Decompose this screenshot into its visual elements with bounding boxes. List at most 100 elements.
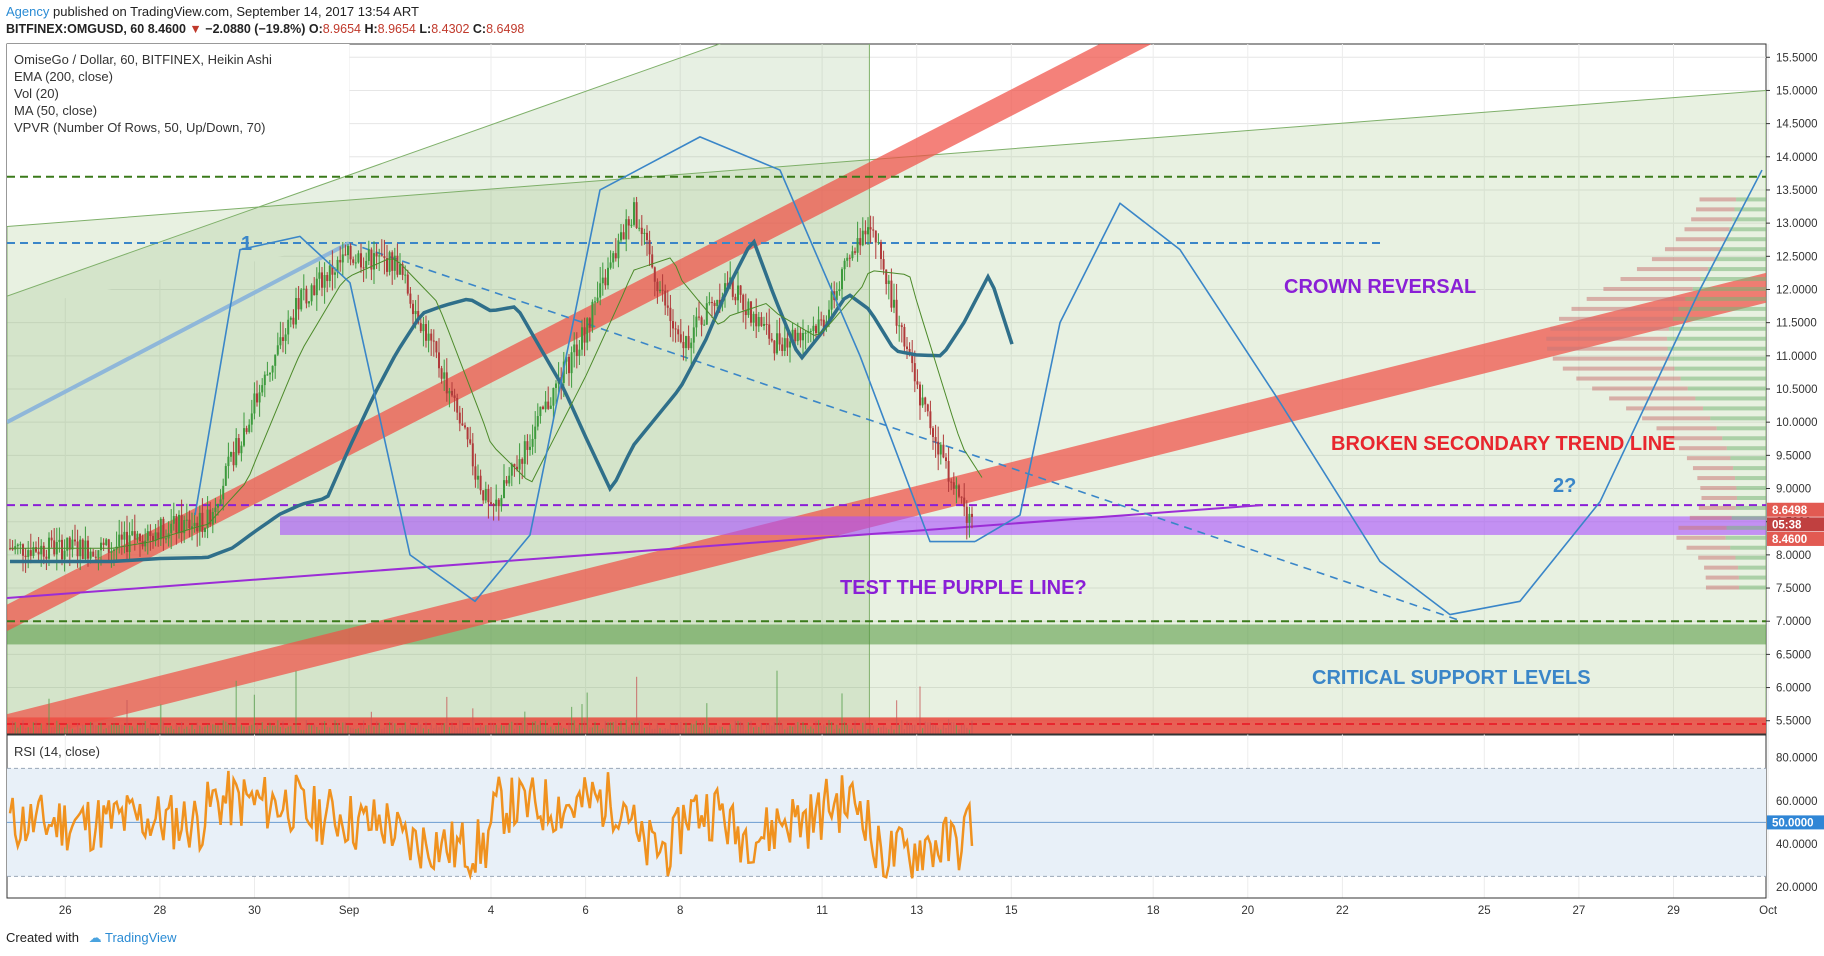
time-tick-label: 30 bbox=[248, 905, 261, 917]
candle-body bbox=[913, 363, 916, 382]
candle-body bbox=[529, 446, 531, 450]
vpvr-row-up bbox=[1738, 585, 1766, 590]
price-tag-countdown-bg bbox=[1767, 517, 1824, 532]
price-tick-label: 14.0000 bbox=[1776, 152, 1818, 164]
candle-body bbox=[344, 254, 347, 256]
candle-body bbox=[523, 441, 526, 464]
candle-body bbox=[68, 537, 71, 550]
vpvr-row-down bbox=[1692, 466, 1734, 471]
candle-body bbox=[271, 365, 274, 373]
candle-body bbox=[874, 230, 877, 243]
candle-body bbox=[755, 313, 758, 327]
candle-body bbox=[235, 438, 238, 466]
vpvr-row-down bbox=[1704, 565, 1739, 570]
price-tick-label: 10.0000 bbox=[1776, 417, 1818, 429]
price-tick-label: 13.5000 bbox=[1776, 185, 1818, 197]
time-tick-label: 13 bbox=[910, 905, 923, 917]
candle-body bbox=[380, 255, 383, 257]
candle-body bbox=[185, 519, 188, 521]
candle-body bbox=[851, 251, 854, 259]
candle-body bbox=[898, 325, 901, 327]
candle-body bbox=[152, 535, 154, 541]
candle-body bbox=[243, 428, 245, 446]
candle-body bbox=[87, 540, 89, 559]
candle-body bbox=[744, 309, 747, 316]
vpvr-row-up bbox=[1725, 535, 1766, 540]
candle-body bbox=[487, 489, 490, 503]
candle-body bbox=[555, 383, 557, 388]
vpvr-row-up bbox=[1736, 197, 1766, 202]
candle-body bbox=[620, 232, 622, 241]
price-tick-label: 12.5000 bbox=[1776, 251, 1818, 263]
candle-body bbox=[422, 324, 425, 332]
candle-body bbox=[305, 288, 308, 304]
candle-body bbox=[633, 202, 635, 225]
price-tag-low-bg bbox=[1767, 531, 1824, 546]
price-tag-last: 8.6498 bbox=[1772, 505, 1808, 517]
ma-50-line bbox=[10, 257, 983, 549]
legend-ma: MA (50, close) bbox=[14, 103, 98, 118]
vpvr-row-down bbox=[1699, 197, 1737, 202]
time-tick-label: 11 bbox=[816, 905, 828, 917]
secondary-trend-band bbox=[7, 272, 1766, 734]
candle-body bbox=[22, 544, 24, 556]
candle-body bbox=[136, 533, 139, 540]
candle-body bbox=[638, 227, 641, 229]
price-tick-label: 6.0000 bbox=[1776, 683, 1811, 695]
candle-body bbox=[812, 325, 815, 331]
symbol-line: BITFINEX:OMGUSD, 60 8.4600 ▼ −2.0880 (−1… bbox=[6, 22, 524, 36]
vpvr-row-down bbox=[1689, 515, 1732, 520]
candle-body bbox=[32, 547, 35, 556]
candle-body bbox=[461, 423, 464, 426]
candle-body bbox=[687, 336, 690, 349]
candle-body bbox=[770, 338, 773, 341]
vpvr-row-up bbox=[1710, 416, 1766, 421]
rsi-plot bbox=[7, 767, 1766, 881]
time-tick-label: 15 bbox=[1005, 905, 1018, 917]
candle-body bbox=[323, 275, 326, 288]
candle-body bbox=[61, 539, 63, 560]
candle-body bbox=[617, 240, 620, 259]
candle-body bbox=[466, 427, 469, 440]
candle-body bbox=[843, 260, 846, 270]
candle-body bbox=[586, 318, 589, 343]
candle-body bbox=[640, 227, 643, 235]
price-tick-label: 11.0000 bbox=[1776, 351, 1817, 363]
candle-body bbox=[932, 428, 934, 438]
candle-body bbox=[830, 291, 833, 310]
tradingview-link[interactable]: TradingView bbox=[105, 930, 177, 945]
candle-body bbox=[820, 319, 823, 321]
candle-body bbox=[214, 507, 217, 512]
vpvr-row-down bbox=[1546, 336, 1668, 341]
candle-body bbox=[100, 542, 102, 551]
vpvr-row-up bbox=[1720, 247, 1766, 252]
candle-body bbox=[183, 520, 186, 534]
candle-body bbox=[336, 259, 339, 273]
publisher-link[interactable]: Agency bbox=[6, 4, 50, 19]
vpvr-row-up bbox=[1678, 306, 1766, 311]
rsi-tick-label: 60.0000 bbox=[1776, 796, 1818, 808]
candle-body bbox=[430, 333, 433, 341]
l-label: L: bbox=[419, 22, 432, 36]
candle-body bbox=[646, 232, 648, 241]
rsi-tag: 50.0000 bbox=[1772, 817, 1814, 829]
candle-body bbox=[599, 283, 602, 298]
candle-body bbox=[282, 337, 284, 341]
vpvr-row-up bbox=[1736, 486, 1766, 491]
candle-body bbox=[783, 338, 786, 351]
candle-body bbox=[869, 227, 872, 230]
candle-body bbox=[339, 259, 342, 263]
candle-body bbox=[773, 340, 776, 354]
candle-body bbox=[510, 464, 513, 476]
price-tags: 8.6498 05:38 8.4600 50.0000 bbox=[1767, 502, 1824, 830]
candle-body bbox=[952, 482, 955, 489]
candle-body bbox=[24, 555, 27, 558]
vpvr-row-up bbox=[1707, 267, 1766, 272]
candle-body bbox=[110, 551, 113, 553]
vpvr-row-down bbox=[1552, 356, 1671, 361]
candle-body bbox=[495, 499, 498, 506]
candle-body bbox=[791, 329, 794, 342]
vpvr-row-down bbox=[1678, 446, 1727, 451]
candle-body bbox=[698, 316, 700, 318]
